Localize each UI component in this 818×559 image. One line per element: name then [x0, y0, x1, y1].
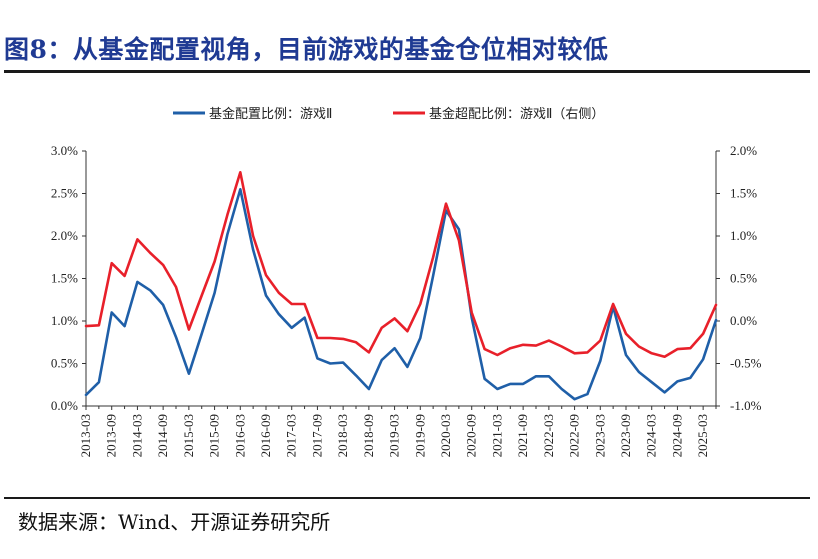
y-right-tick-label: 0.0%	[730, 313, 757, 328]
x-tick-label: 2018-03	[335, 414, 350, 457]
x-tick-label: 2020-09	[464, 414, 479, 457]
y-left-tick-label: 0.5%	[51, 356, 78, 371]
y-right-tick-label: 2.0%	[730, 143, 757, 158]
x-tick-label: 2020-03	[438, 414, 453, 457]
series-line-allocation	[84, 188, 718, 401]
data-source-note: 数据来源：Wind、开源证券研究所	[18, 510, 331, 534]
plot-area	[84, 171, 718, 401]
legend: 基金配置比例：游戏Ⅱ 基金超配比例：游戏Ⅱ（右侧）	[173, 106, 604, 122]
y-left-tick-label: 1.0%	[51, 313, 78, 328]
x-tick-label: 2019-03	[387, 414, 402, 457]
x-tick-label: 2023-09	[618, 414, 633, 457]
x-tick-label: 2013-03	[78, 414, 93, 457]
legend-label-allocation: 基金配置比例：游戏Ⅱ	[209, 106, 332, 122]
x-tick-label: 2021-03	[489, 414, 504, 457]
line-chart: 基金配置比例：游戏Ⅱ 基金超配比例：游戏Ⅱ（右侧） 0.0% 0.5% 1.0% 1.5…	[51, 106, 762, 457]
x-tick-label: 2019-09	[412, 414, 427, 457]
x-tick-label: 2022-09	[567, 414, 582, 457]
source-divider	[4, 497, 810, 499]
y-right-tick-label: -0.5%	[730, 356, 762, 371]
x-tick-label: 2021-09	[515, 414, 530, 457]
y-right-tick-label: -1.0%	[730, 398, 762, 413]
x-tick-label: 2022-03	[541, 414, 556, 457]
y-right-tick-label: 1.5%	[730, 186, 757, 201]
y-right-tick-label: 1.0%	[730, 228, 757, 243]
y-left-tick-label: 1.5%	[51, 271, 78, 286]
x-tick-label: 2018-09	[361, 414, 376, 457]
x-tick-label: 2016-09	[258, 414, 273, 457]
x-tick-label: 2025-03	[695, 414, 710, 457]
x-tick-label: 2015-03	[181, 414, 196, 457]
x-tick-label: 2014-09	[155, 414, 170, 457]
series-line-overweight	[84, 171, 718, 359]
x-tick-label: 2013-09	[104, 414, 119, 457]
y-left-tick-label: 3.0%	[51, 143, 78, 158]
axes: 0.0% 0.5% 1.0% 1.5% 2.0% 2.5% 3.0% -1.0% -0.5% 0.…	[51, 143, 762, 457]
y-left-tick-label: 2.5%	[51, 186, 78, 201]
y-left-tick-label: 2.0%	[51, 228, 78, 243]
title-underline	[4, 70, 810, 73]
x-tick-label: 2015-09	[207, 414, 222, 457]
x-tick-label: 2024-03	[644, 414, 659, 457]
x-tick-label: 2023-03	[592, 414, 607, 457]
y-right-tick-label: 0.5%	[730, 271, 757, 286]
chart-title: 图8：从基金配置视角，目前游戏的基金仓位相对较低	[4, 35, 609, 64]
x-tick-label: 2014-03	[129, 414, 144, 457]
y-left-tick-label: 0.0%	[51, 398, 78, 413]
x-tick-label: 2017-09	[309, 414, 324, 457]
x-tick-label: 2024-09	[669, 414, 684, 457]
x-tick-label: 2017-03	[284, 414, 299, 457]
legend-label-overweight: 基金超配比例：游戏Ⅱ（右侧）	[429, 106, 604, 122]
x-tick-label: 2016-03	[232, 414, 247, 457]
